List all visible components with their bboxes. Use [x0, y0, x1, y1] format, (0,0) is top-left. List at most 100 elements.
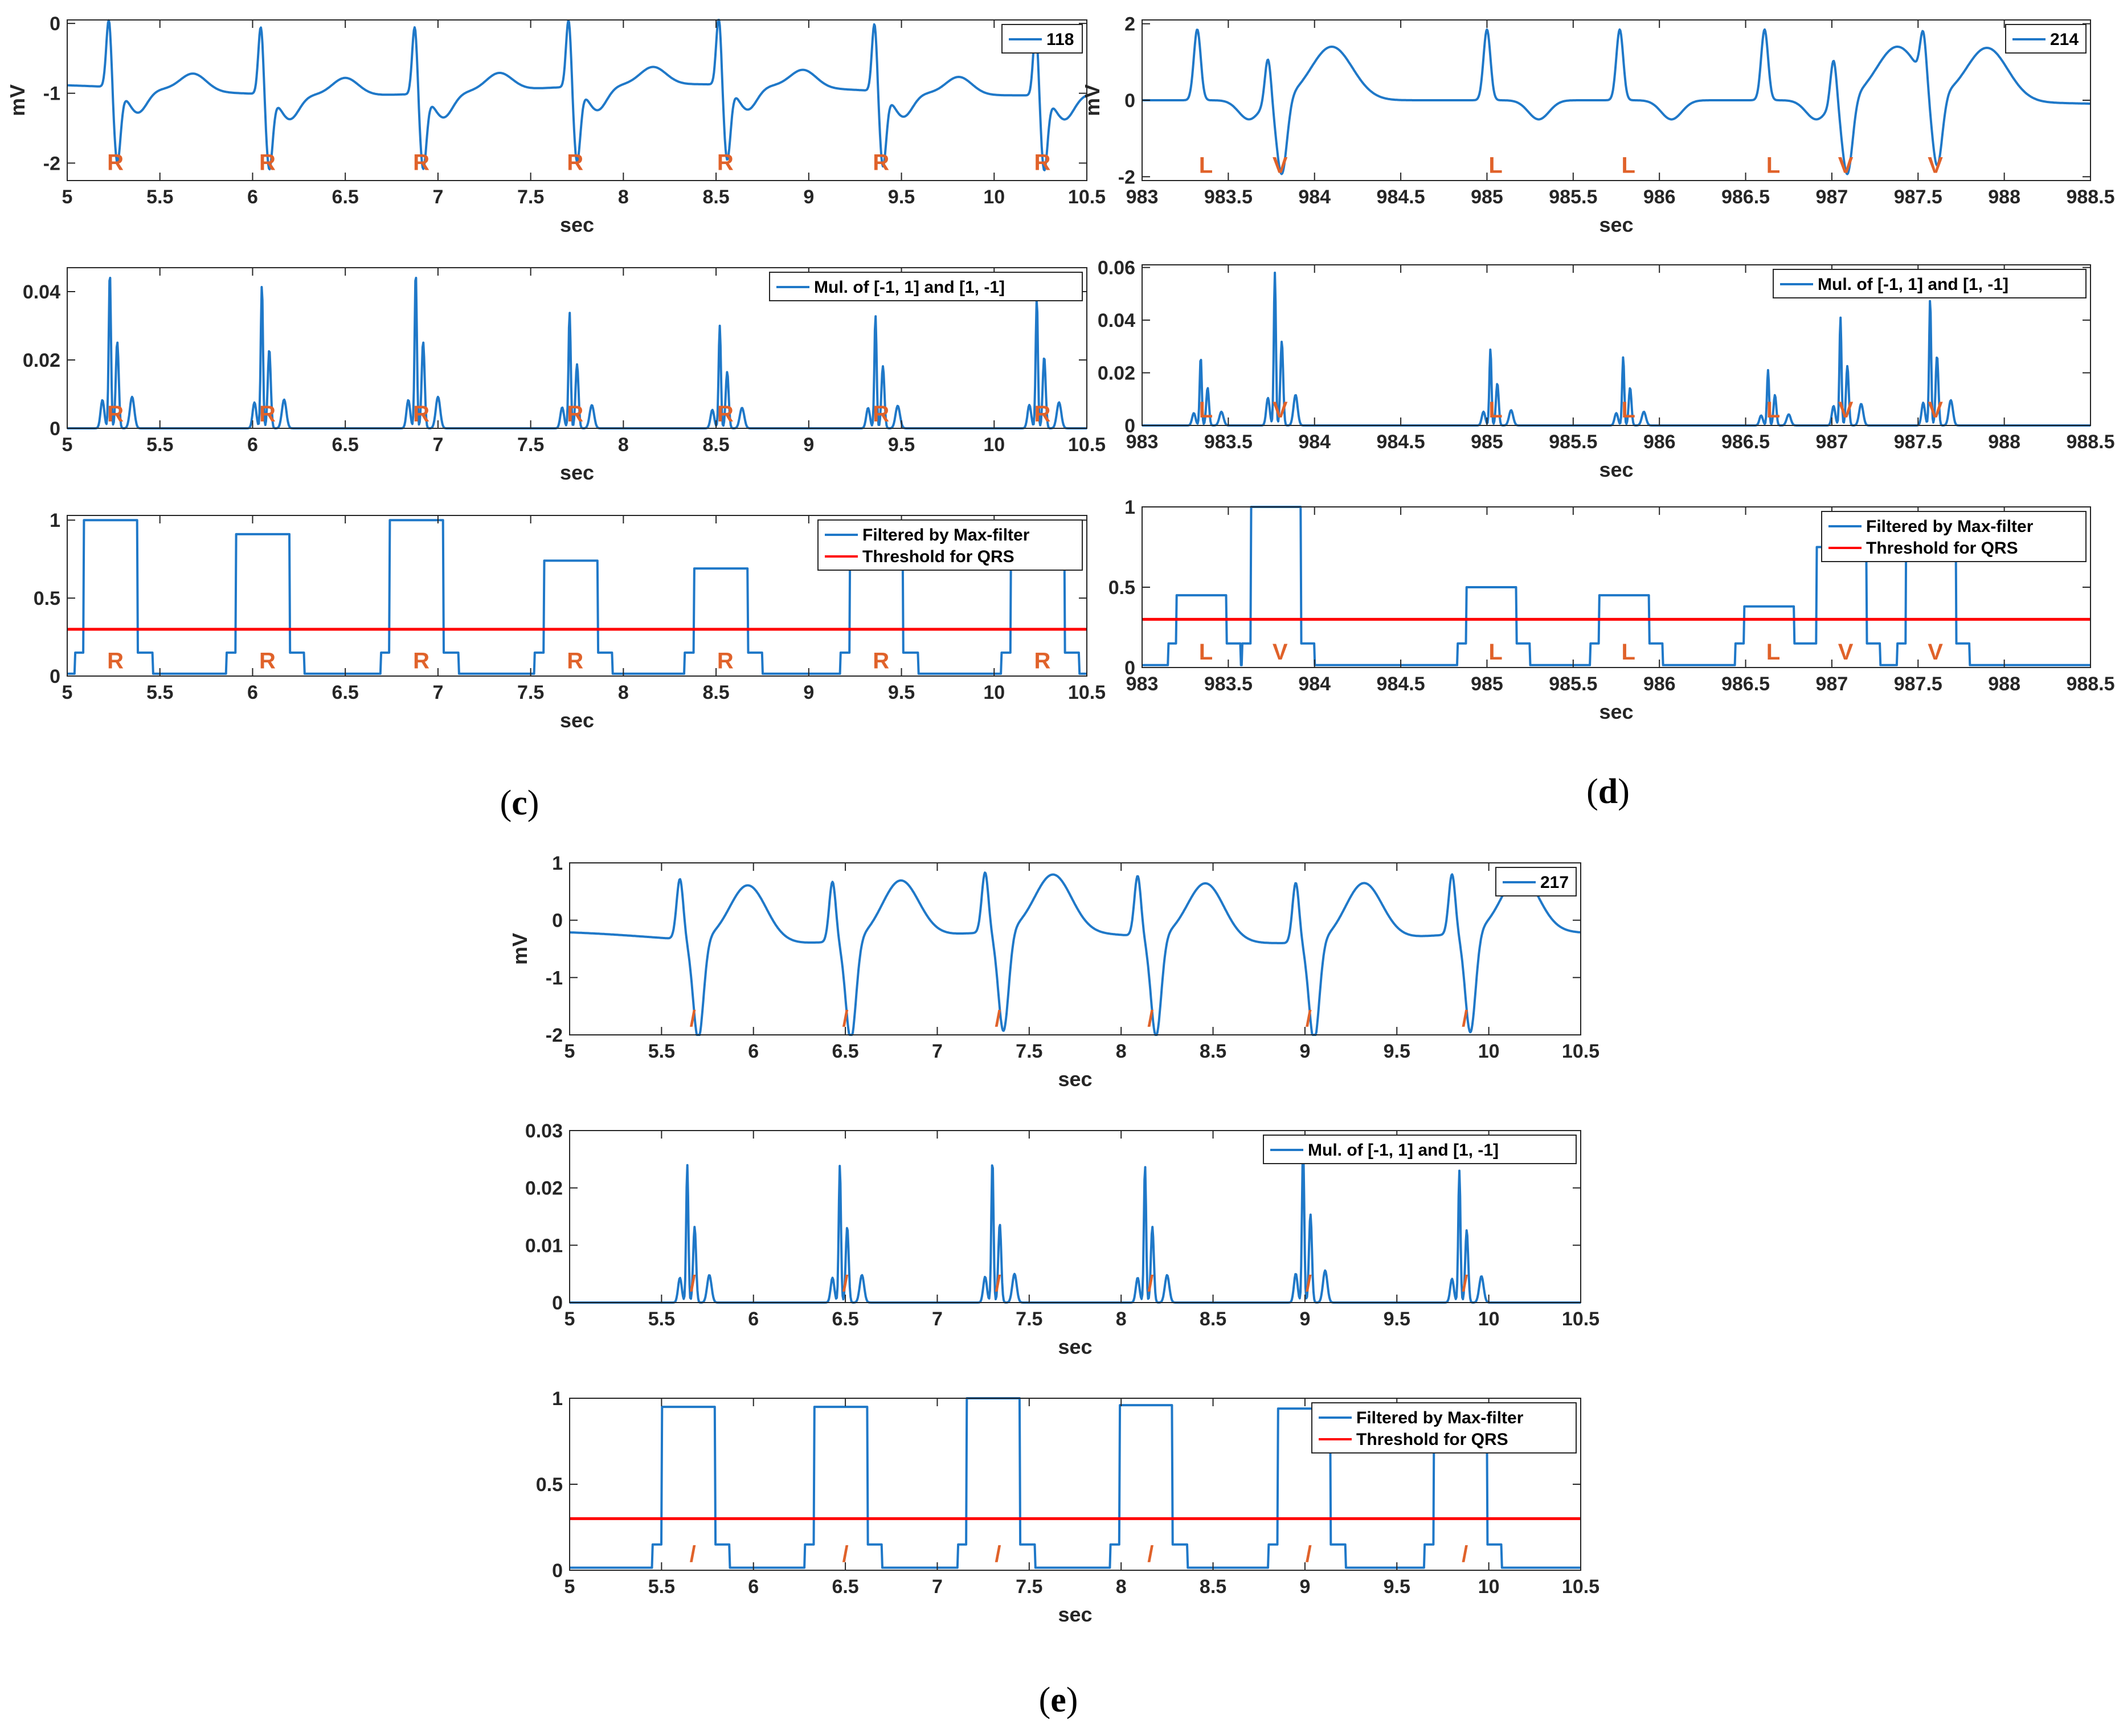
beat-label: R — [567, 402, 583, 427]
signal-line — [67, 519, 1087, 675]
chart-d2: L V L L L V V 983 983.5 984 984.5 985 985.5 986 986.5 9… — [1098, 257, 2115, 481]
legend-box — [1773, 269, 2087, 298]
x-tick-label: 10 — [983, 434, 1005, 456]
x-tick-label: 987.5 — [1894, 431, 1942, 453]
x-tick-label: 984 — [1298, 186, 1331, 208]
x-tick-label: 986.5 — [1721, 431, 1770, 453]
beat-label: L — [1621, 153, 1635, 178]
beat-label: V — [1928, 398, 1943, 423]
x-tick-label: 8 — [618, 186, 629, 208]
x-tick-label: 7 — [432, 682, 443, 703]
x-tick-label: 6.5 — [332, 682, 359, 703]
x-tick-label: 7.5 — [517, 682, 544, 703]
beat-label: / — [1306, 1271, 1312, 1296]
x-tick-label: 7.5 — [1016, 1308, 1042, 1330]
x-tick-label: 10.5 — [1562, 1576, 1599, 1598]
x-tick-label: 10 — [1478, 1576, 1500, 1598]
x-tick-label: 7 — [932, 1576, 943, 1598]
x-tick-label: 5 — [564, 1308, 575, 1330]
y-axis-label: mV — [508, 933, 531, 965]
x-tick-label: 9 — [803, 682, 814, 703]
beat-label: L — [1199, 640, 1213, 665]
beat-label: / — [995, 1006, 1001, 1031]
signal-line — [1142, 28, 2091, 175]
beat-label: R — [567, 150, 583, 175]
y-tick-label: 0 — [50, 418, 60, 440]
legend-entry: 118 — [1046, 30, 1074, 49]
x-tick-label: 7 — [932, 1041, 943, 1062]
x-tick-label: 983 — [1126, 186, 1159, 208]
x-tick-label: 985 — [1471, 431, 1503, 453]
y-tick-label: 2 — [1124, 14, 1135, 35]
x-tick-label: 10.5 — [1562, 1308, 1599, 1330]
legend-box — [1821, 511, 2087, 562]
beat-label: R — [107, 150, 124, 175]
beat-label: R — [413, 402, 429, 427]
x-axis-label: sec — [1058, 1603, 1092, 1626]
beat-label: L — [1488, 398, 1502, 423]
x-tick-label: 5 — [62, 186, 73, 208]
beat-label: R — [717, 402, 734, 427]
x-tick-label: 988.5 — [2066, 431, 2114, 453]
x-tick-label: 984 — [1298, 673, 1331, 695]
beat-label: R — [873, 150, 889, 175]
beat-label: / — [842, 1271, 849, 1296]
y-axis-label: mV — [1081, 84, 1104, 116]
beat-label: / — [1306, 1006, 1312, 1031]
y-axis-label: mV — [6, 84, 29, 116]
x-tick-label: 8.5 — [702, 682, 729, 703]
chart-d1: L V L L L V V 983 983.5 984 984.5 985 985.5 986 986.5 9… — [1081, 14, 2115, 236]
x-tick-label: 6 — [748, 1308, 759, 1330]
x-tick-label: 988 — [1988, 431, 2020, 453]
y-tick-label: 0.02 — [23, 350, 60, 371]
axes-frame — [569, 862, 1581, 1035]
y-tick-label: 0 — [552, 1560, 563, 1582]
beat-label: L — [1621, 398, 1635, 423]
beat-label: V — [1928, 640, 1943, 665]
beat-label: R — [107, 402, 124, 427]
beat-label: L — [1488, 153, 1502, 178]
beat-label: V — [1928, 153, 1943, 178]
beat-label: V — [1838, 398, 1854, 423]
beat-label: / — [1462, 1271, 1468, 1296]
x-tick-label: 985.5 — [1549, 431, 1597, 453]
x-tick-label: 9 — [1299, 1576, 1310, 1598]
y-tick-label: 0.03 — [525, 1120, 563, 1142]
beat-label: / — [1306, 1542, 1312, 1567]
beat-label: V — [1273, 153, 1288, 178]
x-tick-label: 5.5 — [146, 434, 173, 456]
x-tick-label: 7.5 — [1016, 1576, 1042, 1598]
x-axis-label: sec — [560, 709, 594, 732]
legend-entry: Mul. of [-1, 1] and [1, -1] — [1308, 1141, 1499, 1160]
x-tick-label: 984 — [1298, 431, 1331, 453]
beat-label: R — [413, 150, 429, 175]
beat-label: L — [1766, 398, 1780, 423]
y-tick-label: 0 — [552, 910, 563, 932]
legend-box — [1263, 1135, 1577, 1164]
y-tick-label: 1 — [1124, 497, 1135, 518]
beat-label: / — [1147, 1271, 1153, 1296]
x-tick-label: 9.5 — [888, 186, 915, 208]
beat-label: R — [107, 648, 124, 673]
chart-c3: R R R R R R R 5 5.5 6 6.5 7 7.5 8 8.5 9 9.5 10 10.5 0 0.5 1 se… — [34, 510, 1106, 732]
x-tick-label: 5.5 — [648, 1041, 675, 1062]
legend-box — [817, 519, 1083, 571]
x-tick-label: 983 — [1126, 673, 1159, 695]
beat-label: R — [873, 648, 889, 673]
beat-label: R — [259, 648, 276, 673]
legend-entry: Mul. of [-1, 1] and [1, -1] — [814, 278, 1005, 297]
beat-label: / — [1147, 1006, 1153, 1031]
y-tick-label: 0.02 — [525, 1178, 563, 1199]
x-tick-label: 9.5 — [1384, 1041, 1410, 1062]
y-tick-label: 0.5 — [34, 588, 60, 609]
x-tick-label: 986 — [1643, 673, 1676, 695]
y-tick-label: 0 — [1124, 657, 1135, 679]
x-tick-label: 986 — [1643, 186, 1676, 208]
beat-label: V — [1273, 398, 1288, 423]
beat-label: R — [717, 150, 734, 175]
beat-label: / — [690, 1006, 696, 1031]
y-tick-label: 1 — [552, 853, 563, 874]
beat-label: L — [1621, 640, 1635, 665]
x-tick-label: 7.5 — [517, 434, 544, 456]
y-tick-label: 0.06 — [1098, 257, 1135, 279]
